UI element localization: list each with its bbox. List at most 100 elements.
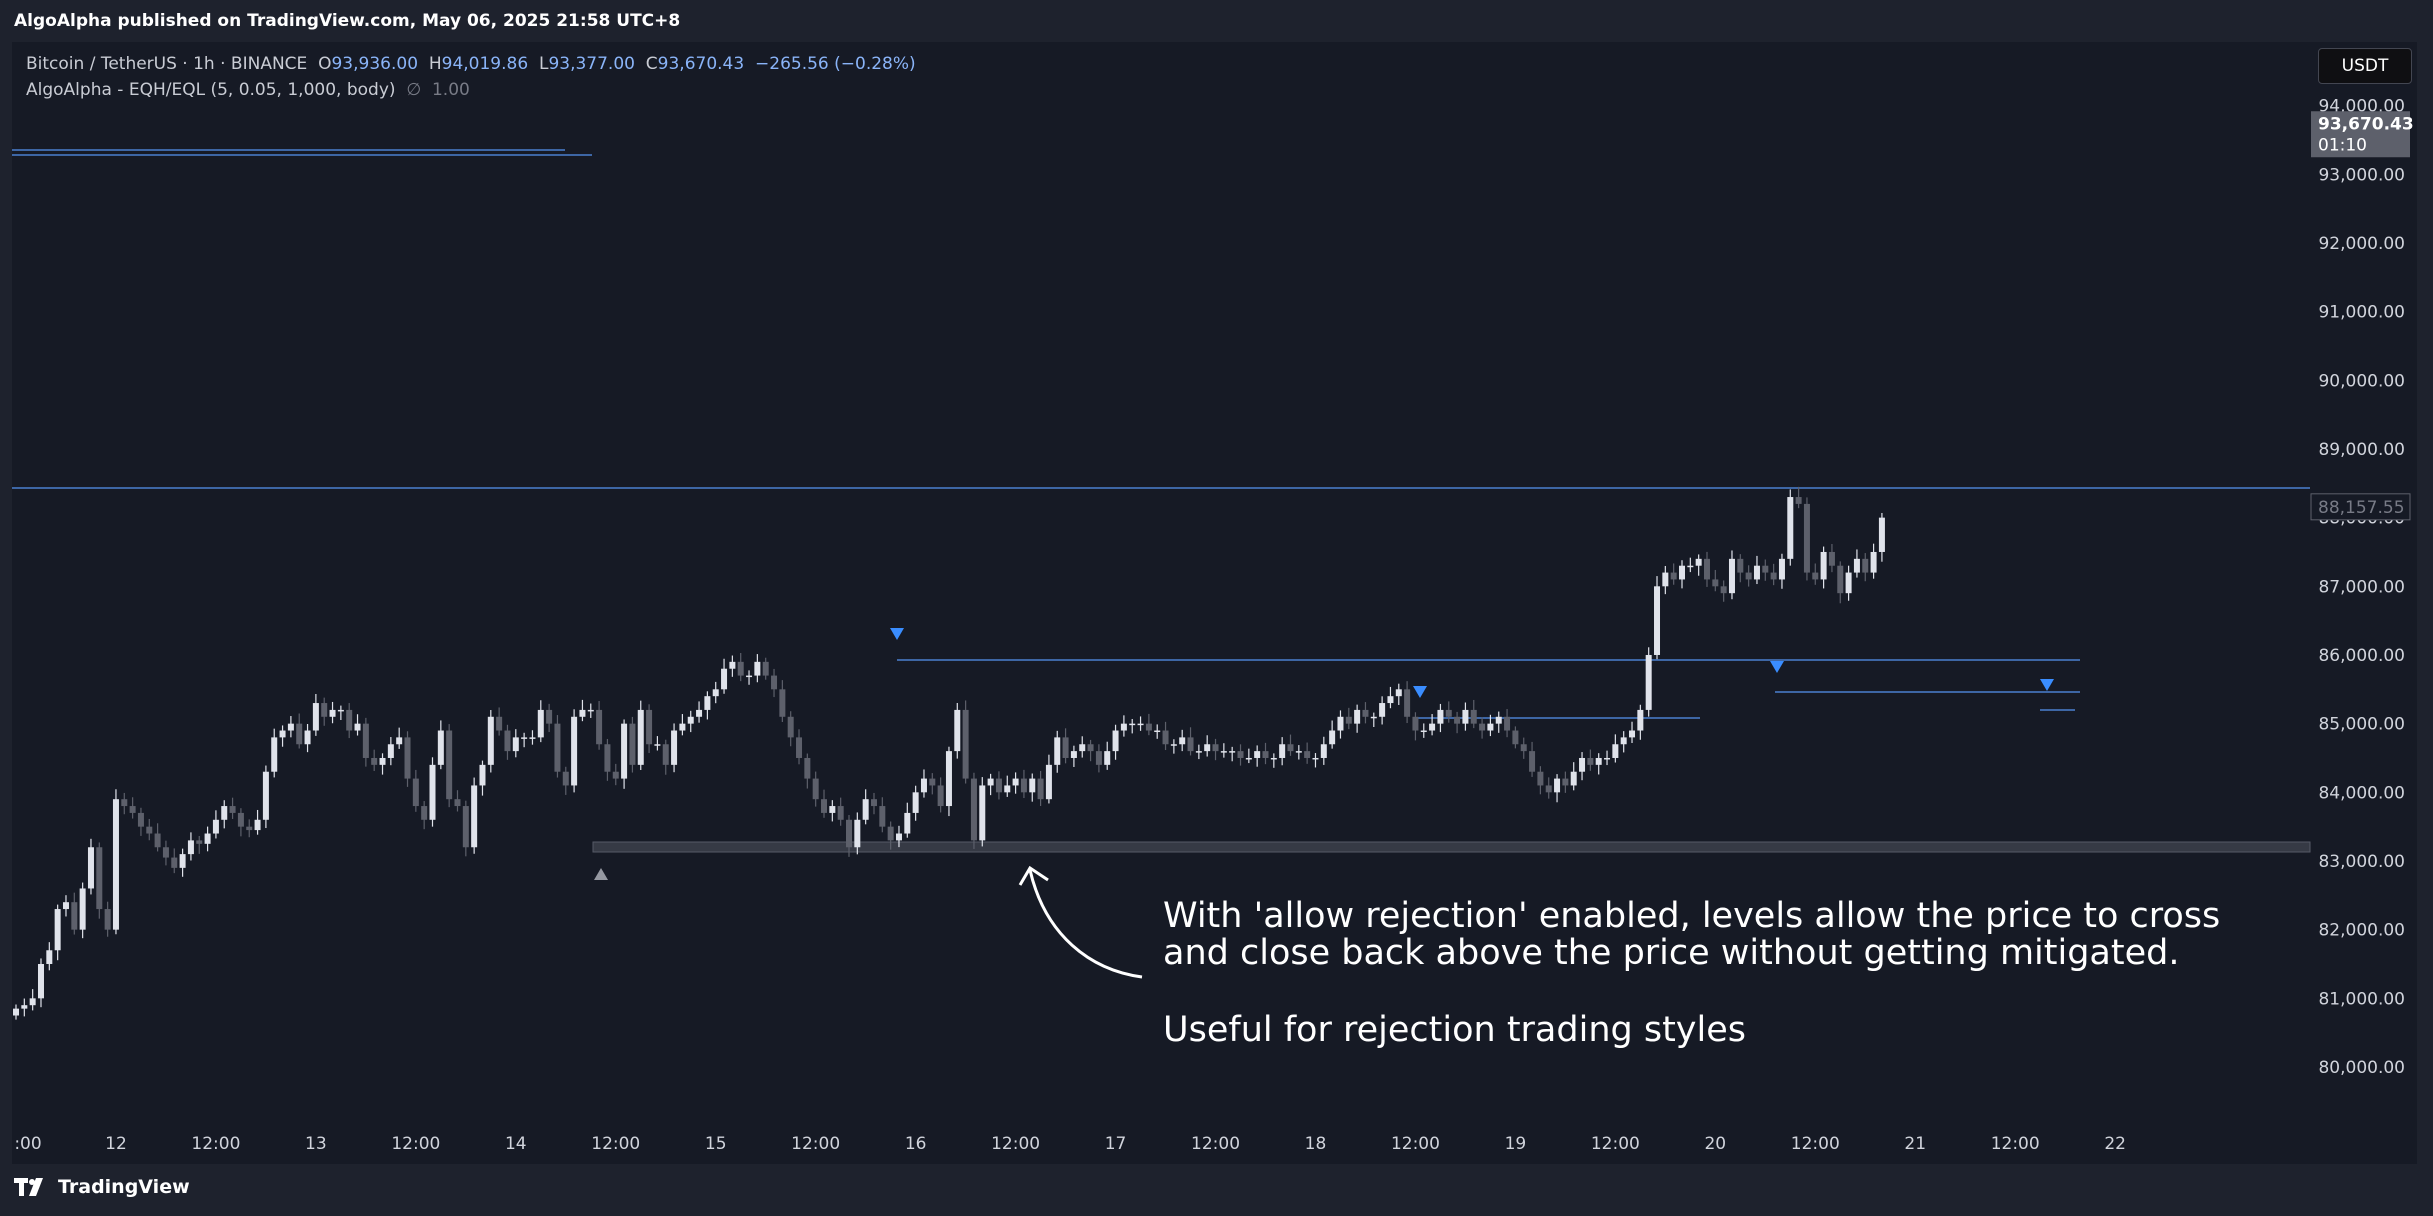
candle xyxy=(629,716,636,773)
candle xyxy=(1770,563,1777,586)
candle xyxy=(862,789,869,825)
candle xyxy=(237,808,244,837)
candle xyxy=(654,736,661,751)
candle xyxy=(1762,559,1769,581)
candle xyxy=(21,998,28,1017)
chart-pane[interactable] xyxy=(12,42,2417,1164)
candle xyxy=(521,732,528,748)
eqh-marker xyxy=(1413,686,1427,698)
x-tick-label: 12:00 xyxy=(191,1134,240,1154)
tradingview-logo[interactable]: TradingView xyxy=(14,1176,190,1198)
candle xyxy=(1270,753,1277,768)
candle xyxy=(1479,717,1486,739)
high-label: H xyxy=(428,54,442,74)
candle xyxy=(404,731,411,787)
candle xyxy=(912,785,919,821)
candle xyxy=(779,680,786,723)
candles xyxy=(13,486,1885,1020)
candle xyxy=(1795,486,1802,509)
candle xyxy=(762,657,769,680)
candle xyxy=(1329,720,1336,749)
annotation-line-2: and close back above the price without g… xyxy=(1163,933,2180,973)
candle xyxy=(146,818,153,841)
x-tick-label: :00 xyxy=(14,1134,41,1154)
candle xyxy=(437,720,444,770)
candle xyxy=(1020,769,1027,799)
candle xyxy=(1120,715,1127,737)
x-tick-label: 20 xyxy=(1704,1134,1726,1154)
candle xyxy=(1129,718,1136,734)
candle xyxy=(754,654,761,683)
x-tick-label: 12:00 xyxy=(1791,1134,1840,1154)
currency-button[interactable]: USDT xyxy=(2318,48,2412,84)
candle xyxy=(1312,753,1319,768)
footer: TradingView xyxy=(0,1164,2433,1216)
candle xyxy=(1579,752,1586,781)
candle xyxy=(1695,554,1702,576)
symbol-legend[interactable]: Bitcoin / TetherUS · 1h · BINANCE O93,93… xyxy=(26,54,916,74)
candle xyxy=(1662,565,1669,595)
candle xyxy=(562,766,569,795)
svg-text:01:10: 01:10 xyxy=(2318,135,2367,155)
candle xyxy=(954,702,961,759)
change-value: −265.56 (−0.28%) xyxy=(755,54,916,74)
candle xyxy=(662,739,669,775)
candle xyxy=(571,709,578,793)
candle xyxy=(1587,749,1594,771)
annotation-text: With 'allow rejection' enabled, levels a… xyxy=(1163,898,2220,972)
candle xyxy=(846,814,852,857)
candle xyxy=(1170,739,1177,754)
candle xyxy=(412,769,419,812)
open-label: O xyxy=(318,54,332,74)
indicator-legend[interactable]: AlgoAlpha - EQH/EQL (5, 0.05, 1,000, bod… xyxy=(26,80,470,100)
candle xyxy=(29,989,36,1011)
candle xyxy=(1504,709,1511,738)
candle xyxy=(1820,546,1827,589)
candle xyxy=(496,707,503,736)
candle xyxy=(870,792,877,815)
candle xyxy=(512,729,519,758)
candle xyxy=(221,800,228,829)
candle xyxy=(1604,750,1611,766)
candle xyxy=(262,765,269,829)
candle xyxy=(1037,770,1044,806)
candle xyxy=(1654,576,1661,660)
candle xyxy=(879,797,886,833)
candle xyxy=(1445,701,1452,723)
candle xyxy=(246,819,253,838)
candle xyxy=(995,771,1002,800)
candle xyxy=(487,709,494,773)
candle xyxy=(1245,748,1252,764)
candle xyxy=(945,746,952,817)
candle xyxy=(1237,744,1244,766)
candle xyxy=(362,717,369,767)
candle xyxy=(471,777,478,854)
y-tick-label: 84,000.00 xyxy=(2318,783,2405,803)
indicator-name: AlgoAlpha - EQH/EQL (5, 0.05, 1,000, bod… xyxy=(26,80,396,100)
candle xyxy=(421,801,428,830)
candle xyxy=(346,703,353,739)
high-value: 94,019.86 xyxy=(441,54,529,74)
annotation-line-1: With 'allow rejection' enabled, levels a… xyxy=(1163,896,2221,936)
x-tick-label: 12:00 xyxy=(991,1134,1040,1154)
candle xyxy=(787,711,794,747)
candle xyxy=(379,753,386,775)
symbol-name: Bitcoin / TetherUS · 1h · BINANCE xyxy=(26,54,308,74)
candle xyxy=(1195,744,1202,760)
candle xyxy=(887,821,894,850)
candle xyxy=(1487,714,1494,737)
candle xyxy=(1595,753,1602,775)
candle xyxy=(546,703,553,733)
candle xyxy=(37,958,44,1008)
candle xyxy=(1737,554,1744,583)
candle xyxy=(1620,731,1627,753)
candle xyxy=(1670,563,1677,585)
candle xyxy=(696,701,703,723)
candle xyxy=(1179,729,1186,752)
y-tick-label: 80,000.00 xyxy=(2318,1058,2405,1078)
candle xyxy=(1437,703,1444,733)
candle xyxy=(371,749,378,771)
